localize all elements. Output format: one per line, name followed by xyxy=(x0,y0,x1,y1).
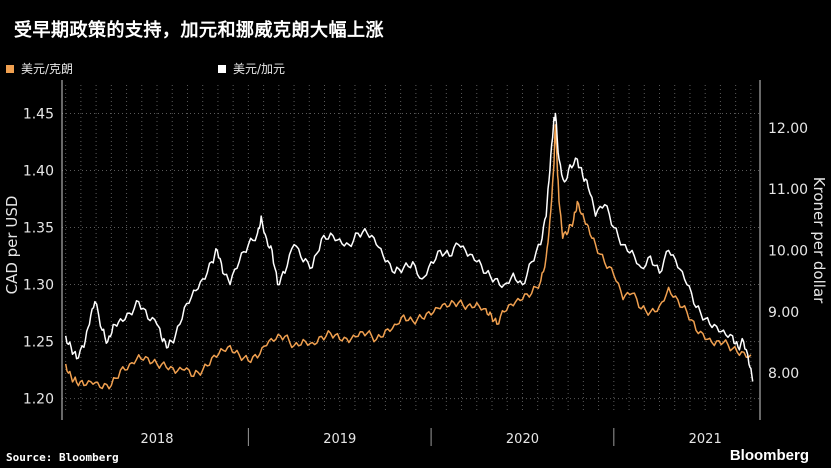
series-line-usd-nok xyxy=(64,124,752,390)
x-tick-label: 2020 xyxy=(506,432,539,447)
left-tick-label: 1.40 xyxy=(23,164,54,180)
left-tick-label: 1.45 xyxy=(23,107,54,123)
legend-swatch-usd-nok xyxy=(6,64,14,73)
right-tick-label: 10.00 xyxy=(768,244,808,260)
x-tick-label: 2018 xyxy=(140,432,173,447)
right-tick-label: 8.00 xyxy=(768,366,799,382)
legend-label-usd-nok: 美元/克朗 xyxy=(21,62,74,76)
left-tick-label: 1.25 xyxy=(23,335,54,351)
legend-item-usd-nok: 美元/克朗 xyxy=(6,60,73,77)
right-axis-ticks: 8.00 9.00 10.00 11.00 12.00 xyxy=(768,121,808,382)
legend-swatch-usd-cad xyxy=(218,64,226,73)
chart-title: 受早期政策的支持，加元和挪威克朗大幅上涨 xyxy=(14,20,384,41)
source-note: Source: Bloomberg xyxy=(6,451,119,464)
bloomberg-logo: Bloomberg xyxy=(729,447,809,464)
x-axis: 2018 2019 2020 2021 xyxy=(140,428,722,447)
right-tick-label: 12.00 xyxy=(768,121,808,137)
left-tick-label: 1.20 xyxy=(23,392,54,408)
right-tick-label: 9.00 xyxy=(768,305,799,321)
series-line-usd-cad xyxy=(64,112,754,382)
left-tick-label: 1.30 xyxy=(23,278,54,294)
left-axis-ticks: 1.20 1.25 1.30 1.35 1.40 1.45 xyxy=(23,107,54,408)
legend-item-usd-cad: 美元/加元 xyxy=(218,60,285,77)
right-axis-title: Kroner per dollar xyxy=(810,177,828,304)
legend-label-usd-cad: 美元/加元 xyxy=(233,62,286,76)
gridlines xyxy=(61,80,761,420)
x-tick-label: 2021 xyxy=(689,432,722,447)
left-axis-title: CAD per USD xyxy=(3,196,21,295)
x-tick-label: 2019 xyxy=(323,432,356,447)
right-tick-label: 11.00 xyxy=(768,182,808,198)
series-lines xyxy=(64,112,754,390)
left-tick-label: 1.35 xyxy=(23,221,54,237)
